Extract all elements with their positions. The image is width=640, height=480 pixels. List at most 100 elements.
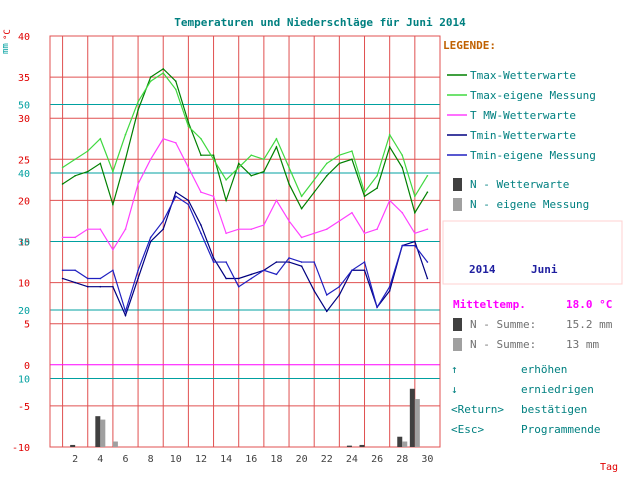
series-point (388, 199, 391, 202)
series-point (376, 228, 378, 230)
series-point (225, 232, 227, 235)
series-point (325, 162, 328, 165)
series-point (187, 121, 190, 124)
legend-header: LEGENDE: (443, 39, 496, 52)
series-line (62, 68, 428, 215)
series-point (325, 294, 328, 296)
series-point (124, 133, 127, 136)
series-point (250, 277, 253, 280)
series-point (325, 228, 328, 230)
series-point (426, 261, 429, 263)
x-tick-label: 6 (122, 454, 128, 465)
series-point (263, 224, 265, 226)
series-point (363, 261, 366, 263)
period-year[interactable]: 2014 (469, 263, 496, 276)
series-point (351, 158, 353, 161)
series-point (112, 170, 114, 173)
series-point (212, 195, 215, 198)
series-point (137, 183, 139, 185)
series-point (124, 228, 127, 230)
help-action: erhöhen (521, 363, 567, 376)
precip-bar (402, 441, 408, 447)
help-key: ↓ (451, 383, 458, 396)
series-point (212, 154, 215, 156)
precip-bar (70, 444, 76, 447)
series-point (288, 166, 290, 169)
series-point (175, 191, 177, 193)
series-point (61, 269, 64, 272)
series-point (137, 109, 139, 111)
legend-bar-item: N - Wetterwarte (470, 178, 569, 191)
series-point (99, 228, 102, 230)
series-point (237, 277, 240, 280)
help-action: erniedrigen (521, 383, 594, 396)
series-point (225, 277, 227, 280)
precip-own-swatch (453, 338, 462, 351)
series-point (300, 195, 303, 198)
series-point (162, 220, 165, 222)
series-point (137, 100, 139, 103)
series-point (288, 220, 290, 222)
series-point (149, 236, 152, 239)
period-month[interactable]: Juni (531, 263, 558, 276)
series-point (149, 240, 152, 243)
series-point (237, 228, 240, 230)
temp-tick-label: -10 (12, 443, 30, 454)
x-tick-label: 20 (296, 454, 308, 465)
temp-tick-label: 20 (18, 196, 30, 207)
series-point (112, 248, 114, 251)
series-point (187, 203, 190, 206)
series-point (149, 76, 152, 78)
series-point (99, 285, 102, 288)
series-point (300, 265, 303, 267)
series-point (338, 220, 341, 222)
series-line (62, 191, 428, 318)
legend-item: T MW-Wetterwarte (470, 109, 576, 122)
help-action: Programmende (521, 423, 600, 436)
series-point (300, 261, 303, 263)
series-point (426, 277, 429, 280)
series-point (74, 174, 76, 177)
series-point (401, 154, 404, 156)
x-tick-label: 28 (396, 454, 408, 465)
precip-bar (409, 388, 415, 447)
series-point (137, 277, 139, 280)
series-point (426, 174, 429, 177)
series-point (212, 261, 215, 263)
series-point (338, 285, 341, 288)
precip-unit-label: mm (1, 43, 11, 54)
legend-item: Tmin-Wetterwarte (470, 129, 576, 142)
series-point (401, 166, 404, 169)
series-point (162, 228, 165, 230)
series-point (86, 170, 89, 173)
series-point (275, 273, 278, 276)
legend-item: Tmax-Wetterwarte (470, 69, 576, 82)
series-line (62, 72, 428, 198)
series-point (250, 154, 253, 156)
plot-frame (49, 35, 441, 448)
series-point (325, 310, 328, 313)
series-point (376, 174, 378, 177)
series-point (388, 285, 391, 288)
precip-bar (397, 436, 403, 447)
temp-unit-label: °C (3, 29, 13, 40)
series-point (263, 158, 265, 161)
temp-tick-label: 30 (18, 114, 30, 125)
help-key: <Esc> (451, 423, 484, 436)
series-point (363, 191, 366, 193)
series-point (414, 211, 416, 214)
series-point (263, 170, 265, 173)
help-key: ↑ (451, 363, 458, 376)
x-axis-label: Tag (600, 462, 618, 473)
x-tick-label: 2 (72, 454, 78, 465)
keyboard-help: ↑ erhöhen ↓ erniedrigen <Return> bestätigen <E… (451, 363, 600, 436)
series-point (187, 166, 190, 169)
series-point (313, 232, 315, 235)
precip-bar (112, 441, 118, 447)
x-tick-label: 16 (245, 454, 257, 465)
series-point (74, 158, 76, 161)
series-point (338, 154, 341, 156)
series-point (300, 207, 303, 210)
